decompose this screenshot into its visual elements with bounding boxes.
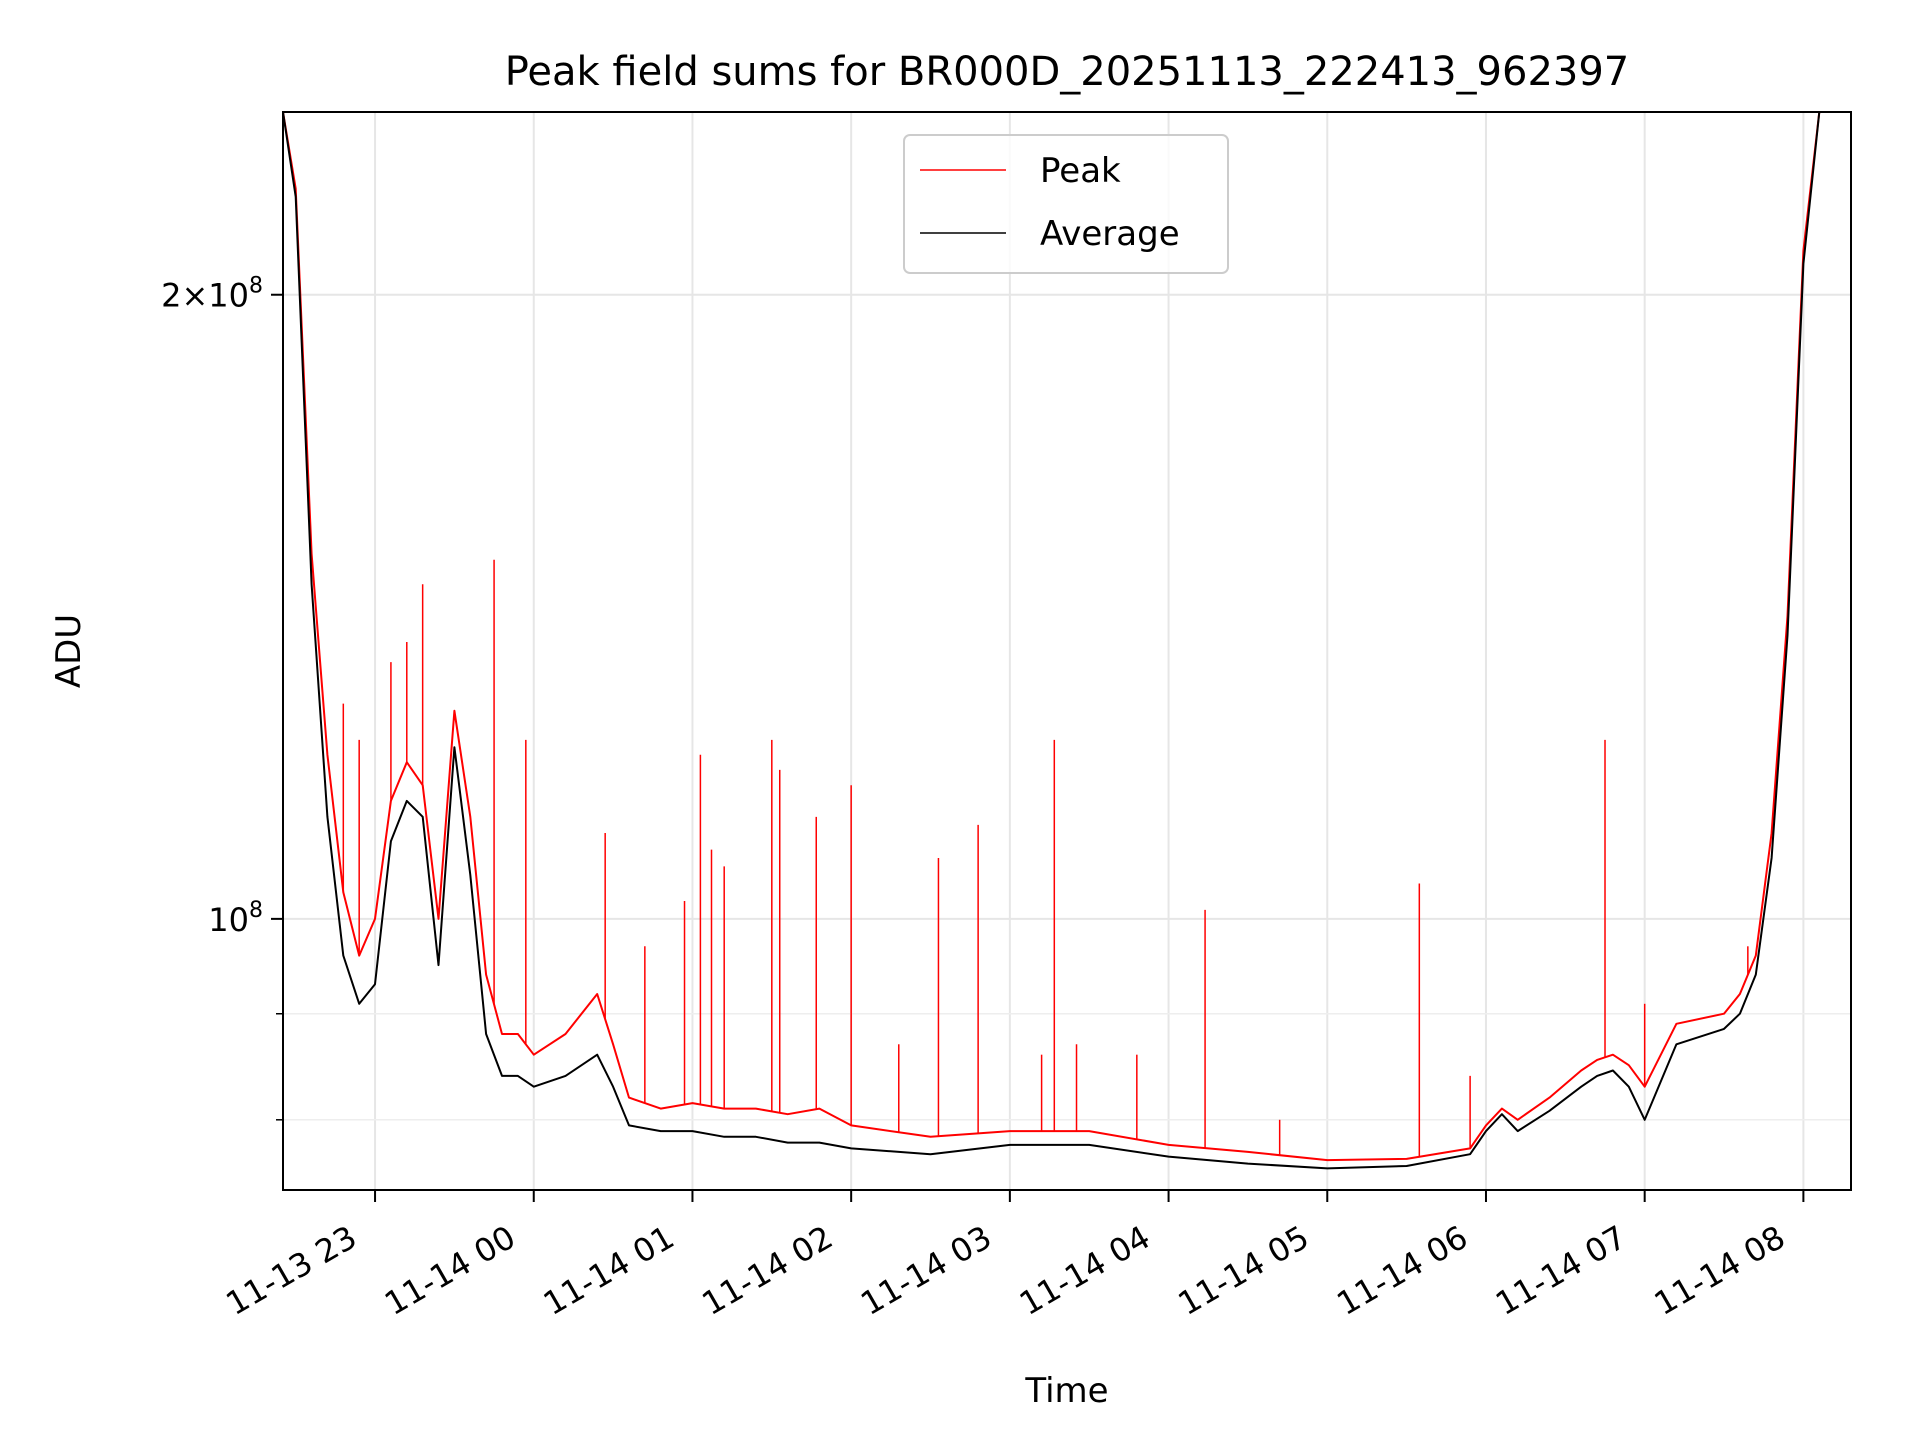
plot-frame (282, 111, 1852, 1191)
series-peak-line (283, 112, 1851, 1162)
y-axis-label: ADU (49, 614, 89, 688)
legend-label-peak: Peak (1040, 151, 1121, 191)
legend-label-average: Average (1040, 214, 1180, 254)
legend: Peak Average (903, 134, 1229, 274)
chart-title: Peak field sums for BR000D_20251113_2224… (505, 49, 1630, 95)
plot-lines (283, 112, 1851, 1170)
y-tick-label-0: 2×108 (161, 274, 263, 315)
grid (283, 112, 1851, 1190)
series-average-line (283, 112, 1851, 1170)
x-axis-label: Time (1024, 1371, 1108, 1411)
